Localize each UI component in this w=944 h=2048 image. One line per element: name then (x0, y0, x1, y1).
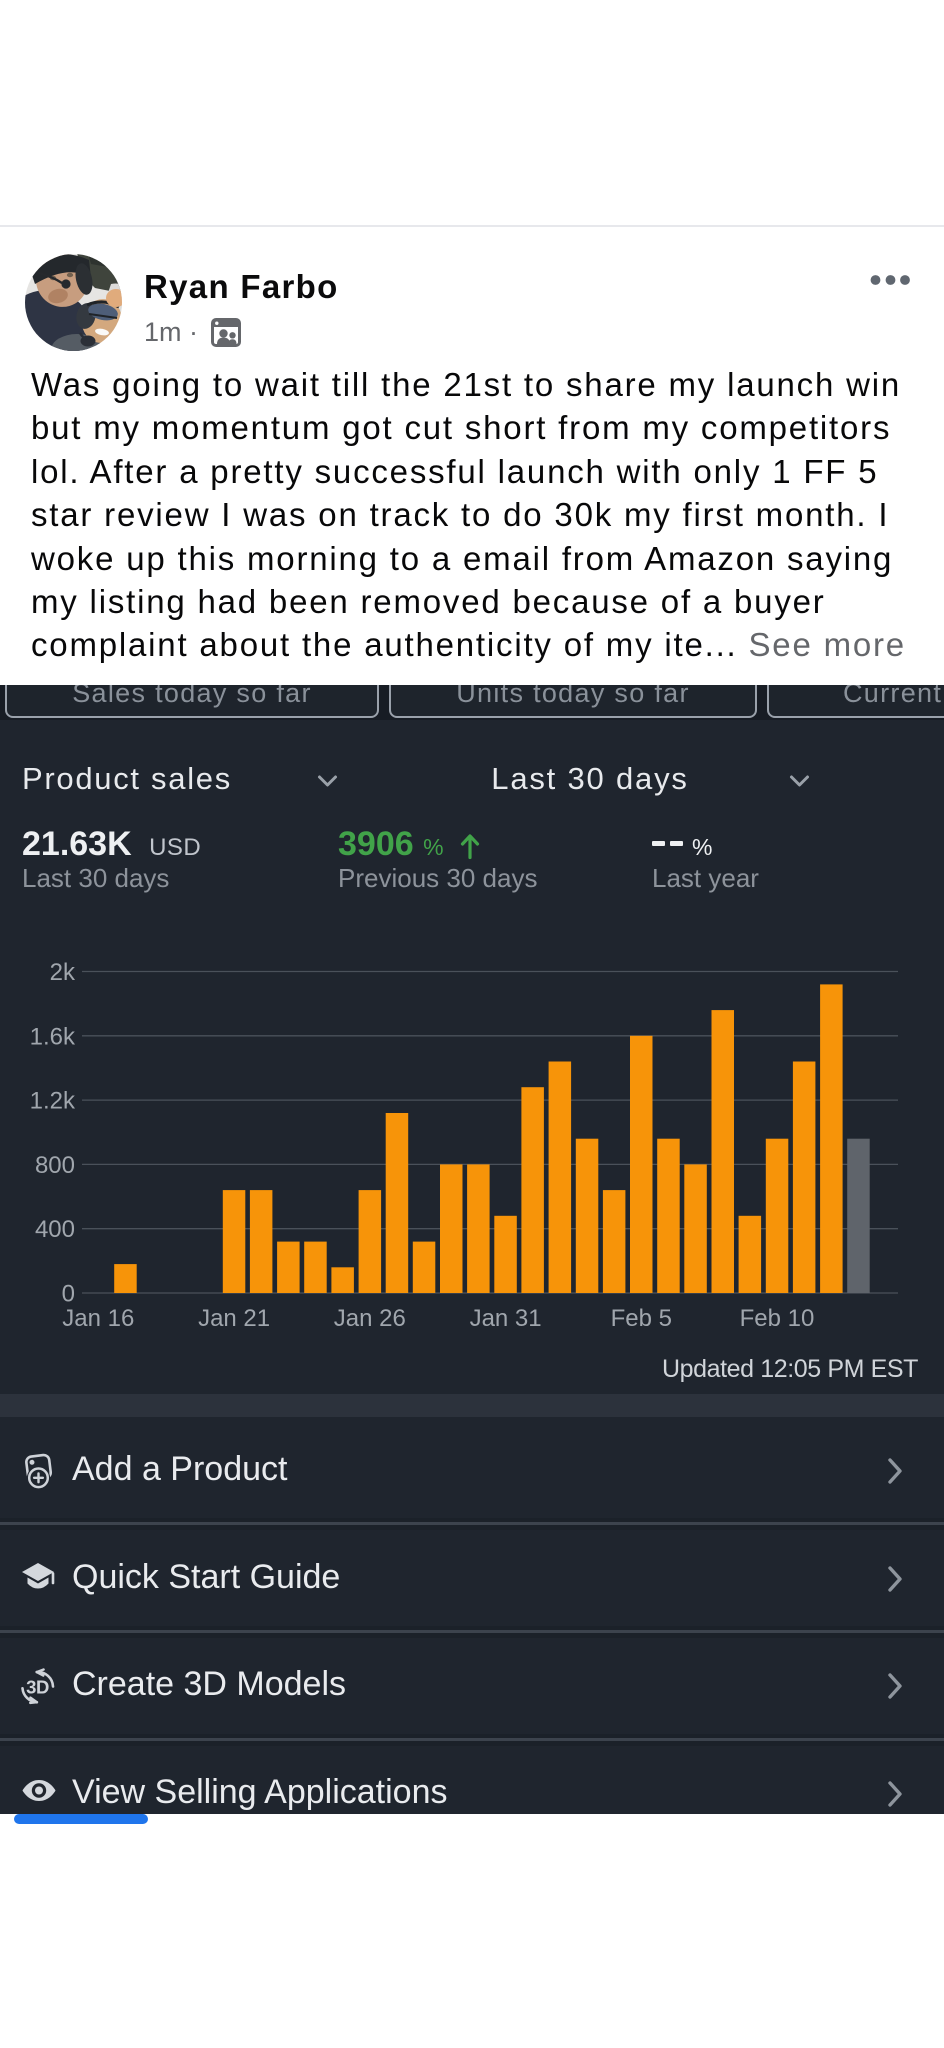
svg-text:Jan 21: Jan 21 (198, 1305, 270, 1332)
svg-text:Jan 31: Jan 31 (470, 1305, 542, 1332)
svg-text:Feb 5: Feb 5 (611, 1305, 672, 1332)
svg-text:400: 400 (35, 1216, 75, 1243)
svg-text:3D: 3D (26, 1677, 49, 1698)
svg-text:2k: 2k (50, 959, 76, 986)
svg-text:1.6k: 1.6k (30, 1023, 76, 1050)
svg-text:Feb 10: Feb 10 (740, 1305, 815, 1332)
svg-text:0: 0 (62, 1281, 75, 1308)
svg-text:Jan 26: Jan 26 (334, 1305, 406, 1332)
svg-text:800: 800 (35, 1152, 75, 1179)
svg-text:Jan 16: Jan 16 (62, 1305, 134, 1332)
svg-text:1.2k: 1.2k (30, 1088, 76, 1115)
